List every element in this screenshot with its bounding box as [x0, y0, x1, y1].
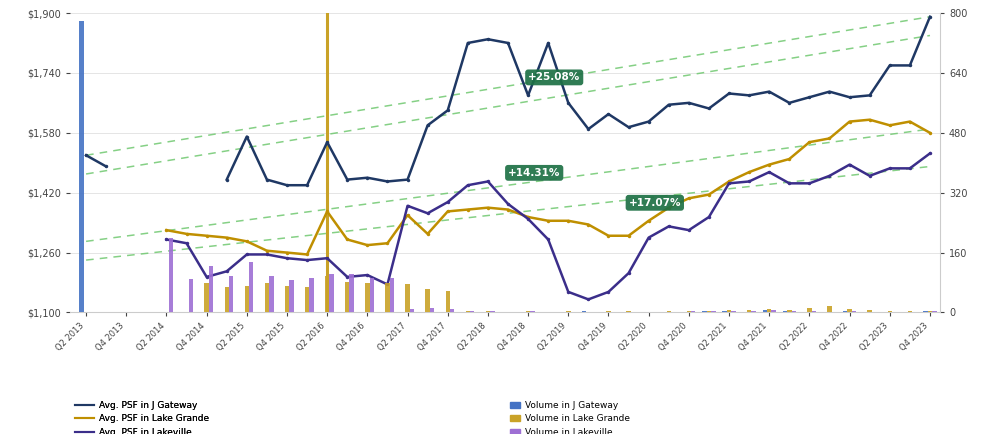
Bar	[466, 311, 470, 312]
Bar	[928, 311, 932, 312]
Bar	[365, 283, 370, 312]
Bar	[79, 20, 84, 312]
Bar	[490, 311, 495, 312]
Bar	[702, 311, 707, 312]
Bar	[189, 279, 193, 312]
Bar	[229, 276, 233, 312]
Bar	[827, 306, 832, 312]
Bar	[888, 311, 892, 312]
Bar	[908, 311, 912, 312]
Legend: Avg. PSF in J Gateway, Avg. PSF in Lake Grande, Avg. PSF in Lakeville: Avg. PSF in J Gateway, Avg. PSF in Lake …	[75, 401, 209, 434]
Bar	[727, 310, 731, 312]
Bar	[225, 287, 229, 312]
Bar	[932, 311, 937, 312]
Bar	[707, 311, 711, 312]
Bar	[763, 310, 767, 312]
Bar	[209, 266, 213, 312]
Bar	[289, 279, 294, 312]
Bar	[582, 311, 586, 312]
Bar	[767, 309, 771, 312]
Bar	[370, 278, 374, 312]
Bar	[843, 311, 847, 312]
Bar	[265, 283, 269, 312]
Bar	[450, 309, 454, 312]
Bar	[731, 311, 736, 312]
Bar	[309, 278, 314, 312]
Bar	[867, 310, 872, 312]
Bar	[349, 274, 354, 312]
Bar	[923, 311, 928, 312]
Bar	[787, 310, 792, 312]
Bar	[566, 311, 571, 312]
Bar	[691, 311, 695, 312]
Bar	[385, 283, 390, 312]
Bar	[249, 262, 253, 312]
Legend: Volume in J Gateway, Volume in Lake Grande, Volume in Lakeville: Volume in J Gateway, Volume in Lake Gran…	[510, 401, 630, 434]
Bar	[807, 308, 812, 312]
Bar	[285, 286, 289, 312]
Bar	[722, 311, 727, 312]
Bar	[169, 238, 173, 312]
Bar	[430, 308, 434, 312]
Bar	[792, 311, 796, 312]
Bar	[852, 311, 856, 312]
Bar	[747, 310, 751, 312]
Bar	[425, 289, 430, 312]
Bar	[847, 309, 852, 312]
Bar	[405, 284, 410, 312]
Bar	[626, 311, 631, 312]
Bar	[410, 309, 414, 312]
Bar	[667, 311, 671, 312]
Bar	[204, 283, 209, 312]
Bar	[606, 311, 611, 312]
Bar	[329, 274, 334, 312]
Text: +14.31%: +14.31%	[508, 168, 560, 178]
Bar	[325, 276, 329, 312]
Bar	[446, 291, 450, 312]
Bar	[345, 282, 349, 312]
Text: +17.07%: +17.07%	[629, 198, 681, 208]
Bar	[486, 311, 490, 312]
Bar	[711, 311, 716, 312]
Text: +25.08%: +25.08%	[528, 72, 580, 82]
Bar	[245, 286, 249, 312]
Bar	[470, 311, 474, 312]
Bar	[526, 311, 530, 312]
Bar	[269, 276, 274, 312]
Bar	[305, 287, 309, 312]
Bar	[751, 311, 756, 312]
Bar	[783, 311, 787, 312]
Bar	[771, 310, 776, 312]
Bar	[390, 278, 394, 312]
Bar	[530, 311, 535, 312]
Bar	[812, 311, 816, 312]
Bar	[687, 311, 691, 312]
